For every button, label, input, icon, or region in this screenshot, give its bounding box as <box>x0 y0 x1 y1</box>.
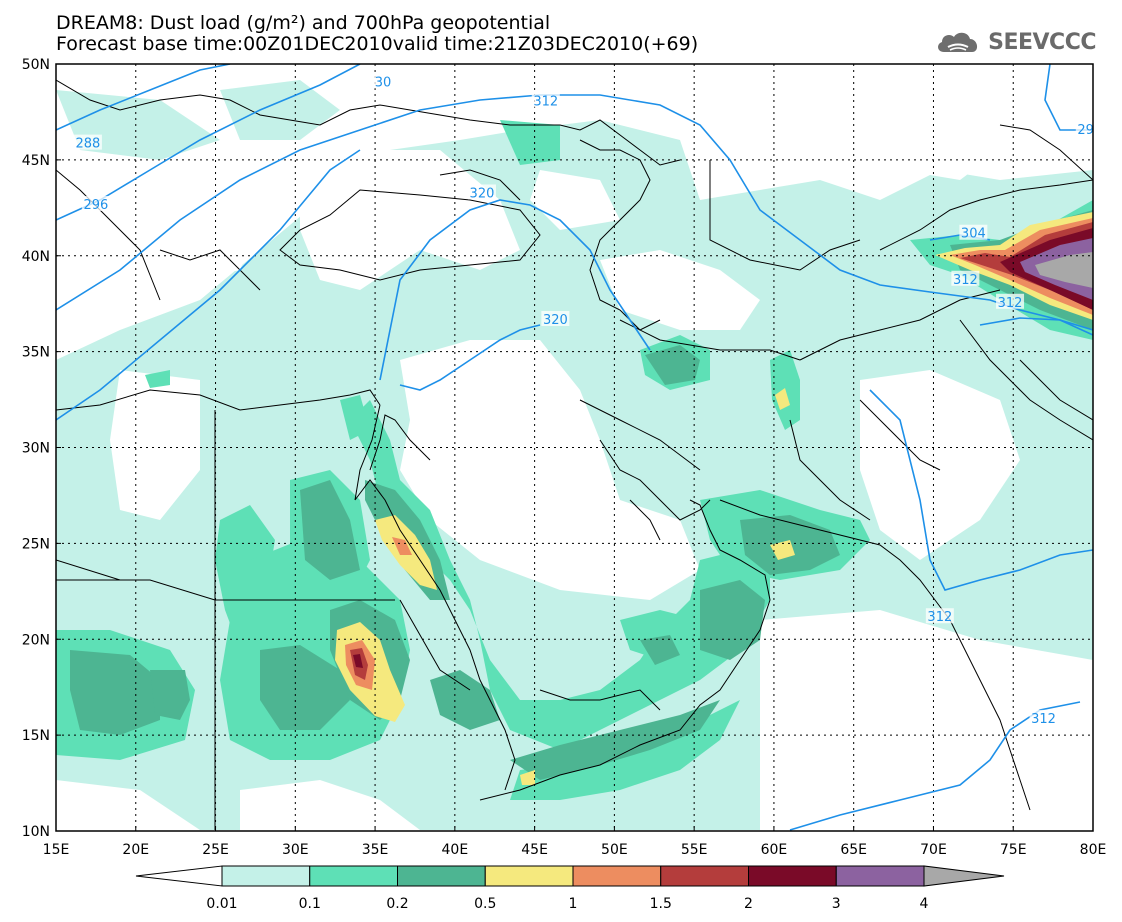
contour-label: 312 <box>927 610 952 625</box>
lon-tick-label: 20E <box>122 842 149 858</box>
lat-tick-label: 50N <box>22 57 50 73</box>
axis-labels: 15E 20E 25E 30E 35E 40E 45E 50E 55E 60E 65E 70E 75E 8… <box>22 57 1107 858</box>
colorbar-level-label: 2 <box>744 896 753 912</box>
lon-tick-label: 65E <box>840 842 867 858</box>
contour-label: 312 <box>998 296 1023 311</box>
lon-tick-label: 80E <box>1080 842 1107 858</box>
colorbar-under-arrow <box>135 865 223 887</box>
dust-shading-over <box>1035 252 1093 288</box>
lat-tick-label: 20N <box>22 632 50 648</box>
colorbar-swatch <box>660 865 749 887</box>
colorbar-over-arrow <box>923 865 1005 887</box>
contour-label: 288 <box>75 137 100 152</box>
contour-label-bg <box>959 224 988 240</box>
lon-tick-label: 25E <box>202 842 229 858</box>
lat-tick-label: 10N <box>22 824 50 840</box>
colorbar-swatch <box>484 865 574 887</box>
colorbar-level-label: 3 <box>832 896 841 912</box>
lon-tick-label: 35E <box>362 842 389 858</box>
colorbar-swatch <box>572 865 662 887</box>
contour-label-bg <box>81 195 110 211</box>
contour-label-bg <box>925 608 954 624</box>
colorbar-swatch <box>221 865 311 887</box>
contour-label: 312 <box>533 94 558 109</box>
lat-tick-label: 15N <box>22 728 50 744</box>
contour-label-bg <box>1029 709 1058 725</box>
lat-tick-label: 35N <box>22 345 50 361</box>
contour-label: 30 <box>375 75 392 90</box>
contour-label-bg <box>531 92 560 108</box>
lon-tick-label: 60E <box>761 842 788 858</box>
contour-label: 320 <box>543 313 568 328</box>
contour-label: 296 <box>83 198 108 213</box>
contour-label: 304 <box>961 227 986 242</box>
contour-label: 296 <box>1077 123 1102 138</box>
lon-tick-label: 15E <box>43 842 70 858</box>
lon-tick-label: 50E <box>601 842 628 858</box>
lat-lon-grid <box>56 64 1093 831</box>
contour-label: 320 <box>470 186 495 201</box>
contour-label-bg <box>996 293 1025 309</box>
lon-tick-label: 75E <box>1000 842 1027 858</box>
colorbar-swatch <box>397 865 486 887</box>
contour-label: 312 <box>953 273 978 288</box>
contour-label-bg <box>541 311 570 327</box>
lat-tick-label: 40N <box>22 249 50 265</box>
colorbar-level-label: 0.5 <box>474 896 496 912</box>
lon-tick-label: 55E <box>681 842 708 858</box>
contour-label-bg <box>73 134 102 150</box>
contour-labels: 288 296 30 312 320 320 304 312 312 296 312 312 <box>73 73 1102 727</box>
map-area: 288 296 30 312 320 320 304 312 312 296 312 312 <box>56 64 1102 831</box>
colorbar-level-label: 4 <box>920 896 929 912</box>
logo-text: SEEVCCC <box>988 29 1096 55</box>
contour-label: 312 <box>1031 712 1056 727</box>
forecast-time-subtitle: Forecast base time:00Z01DEC2010valid tim… <box>56 33 699 55</box>
lon-tick-label: 70E <box>920 842 947 858</box>
contour-label-bg <box>373 73 394 89</box>
colorbar-level-label: 0.1 <box>299 896 321 912</box>
lon-tick-label: 40E <box>442 842 469 858</box>
colorbar-swatch <box>309 865 398 887</box>
colorbar-level-label: 1.5 <box>650 896 672 912</box>
colorbar-level-label: 0.01 <box>206 896 237 912</box>
colorbar: 0.01 0.1 0.2 0.5 1 1.5 2 3 4 <box>135 865 1005 912</box>
contour-label-bg <box>467 184 496 200</box>
lat-tick-label: 25N <box>22 536 50 552</box>
colorbar-swatch <box>835 865 925 887</box>
colorbar-swatch <box>748 865 837 887</box>
map-title: DREAM8: Dust load (g/m²) and 700hPa geop… <box>56 12 551 34</box>
contour-label-bg <box>951 270 980 286</box>
lon-tick-label: 45E <box>521 842 548 858</box>
seevccc-logo: SEEVCCC <box>934 28 1096 56</box>
colorbar-level-label: 1 <box>569 896 578 912</box>
contour-label-bg <box>1075 121 1093 137</box>
lat-tick-label: 30N <box>22 441 50 457</box>
geopotential-contours <box>56 64 1093 831</box>
cloud-logo-icon <box>938 32 978 52</box>
lon-tick-label: 30E <box>282 842 309 858</box>
colorbar-level-label: 0.2 <box>386 896 408 912</box>
lat-tick-label: 45N <box>22 153 50 169</box>
coastlines-borders <box>56 79 1093 830</box>
